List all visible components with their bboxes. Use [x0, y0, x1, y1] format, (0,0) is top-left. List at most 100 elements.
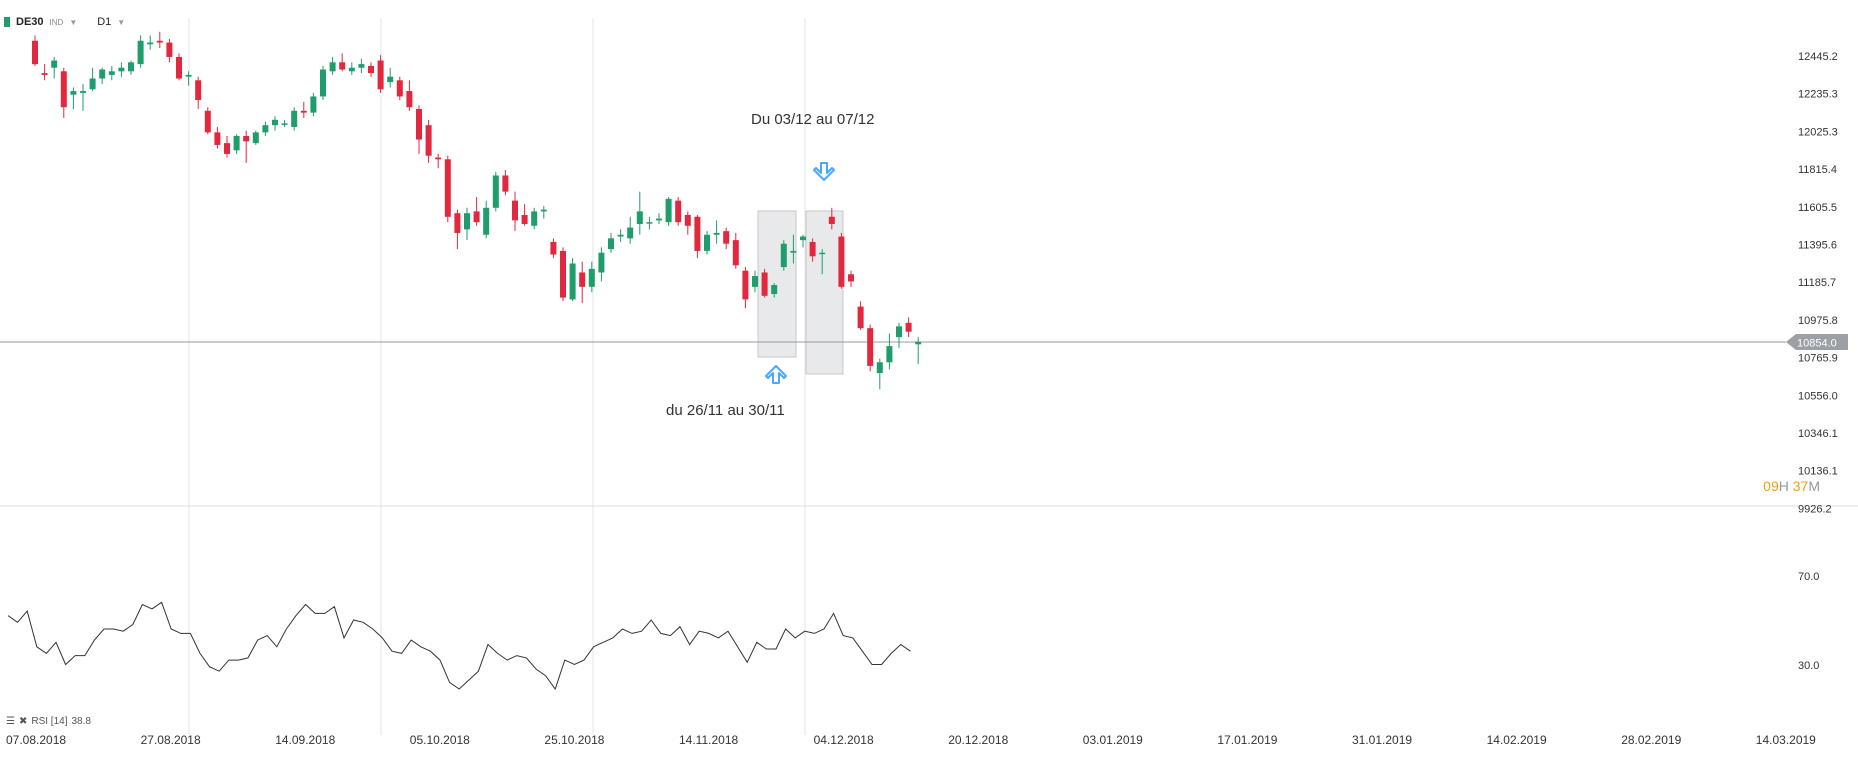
candle-body	[713, 232, 720, 235]
candle	[857, 301, 864, 330]
candle-body	[176, 56, 182, 79]
candle-body	[156, 40, 163, 43]
candle-body	[41, 73, 48, 75]
candle	[512, 191, 518, 232]
candle-body	[204, 110, 211, 133]
candle	[569, 258, 576, 302]
candle	[358, 58, 365, 74]
candle-body	[886, 346, 893, 363]
candle	[406, 80, 413, 111]
candle-body	[262, 125, 269, 133]
candle-body	[809, 241, 816, 257]
candle	[502, 170, 509, 196]
candle-body	[137, 40, 144, 65]
candle	[41, 64, 48, 81]
candle-body	[473, 211, 480, 223]
candle-body	[675, 200, 682, 223]
candle	[608, 232, 614, 253]
candle-body	[185, 74, 192, 77]
price-axis-label: 10346.1	[1798, 428, 1838, 440]
countdown-hours: 09	[1763, 478, 1779, 494]
candle-body	[291, 110, 298, 127]
price-axis-label: 10765.9	[1798, 353, 1838, 365]
rsi-series	[7, 601, 911, 691]
candle-body	[195, 80, 202, 101]
rsi-indicator-label[interactable]: ☰ ✖ RSI [14] 38.8	[6, 716, 91, 727]
candle	[320, 65, 326, 101]
candle	[70, 87, 77, 110]
date-axis-label: 20.12.2018	[948, 733, 1008, 747]
candle-body	[243, 135, 250, 142]
candle	[521, 204, 528, 226]
candle	[531, 207, 538, 230]
candle-body	[435, 157, 442, 160]
current-price-tag: 10854.0	[1786, 334, 1848, 350]
countdown-hours-unit: H	[1778, 478, 1789, 494]
candle	[80, 83, 86, 111]
candle	[473, 197, 480, 226]
price-axis-label: 11185.7	[1798, 277, 1836, 289]
annotation-top: Du 03/12 au 07/12	[751, 111, 874, 128]
candle	[310, 92, 317, 117]
candle-body	[348, 67, 355, 72]
candle	[704, 231, 710, 255]
rsi-name: RSI [14]	[31, 716, 68, 727]
candle-body	[915, 341, 922, 345]
date-axis-label: 03.01.2019	[1083, 733, 1143, 747]
arrow-up-icon	[765, 365, 787, 384]
candle-body	[358, 64, 365, 68]
candle	[588, 261, 595, 293]
candle	[214, 126, 221, 149]
candle	[224, 135, 230, 158]
candle	[387, 67, 394, 88]
price-axis[interactable]: 12445.2 12235.3 12025.3 11815.4 11605.5 11395…	[1798, 51, 1838, 515]
candle	[118, 62, 125, 77]
candle-body	[771, 285, 778, 295]
rsi-line	[7, 601, 911, 691]
candle	[540, 206, 547, 219]
candle	[377, 55, 384, 93]
chevron-down-icon[interactable]: ▼	[69, 17, 78, 27]
price-axis-label: 11815.4	[1798, 164, 1837, 176]
candle-body	[723, 231, 730, 244]
timeframe-selector[interactable]: D1	[97, 16, 112, 28]
annotation-bottom: du 26/11 au 30/11	[666, 402, 785, 419]
candle-body	[761, 272, 768, 296]
candle	[838, 232, 845, 289]
symbol-name[interactable]: DE30	[16, 16, 44, 28]
candle-body	[502, 175, 509, 192]
date-axis[interactable]: 07.08.2018 27.08.2018 14.09.2018 05.10.2018…	[6, 733, 1816, 747]
candle	[108, 65, 115, 81]
candle-body	[800, 236, 806, 241]
candle	[252, 130, 259, 145]
candle-body	[214, 132, 221, 145]
candle	[761, 268, 768, 298]
menu-icon[interactable]: ☰	[6, 716, 15, 727]
rsi-axis-label: 70.0	[1798, 571, 1819, 583]
candle-body	[166, 42, 173, 57]
candle-body	[396, 80, 403, 97]
candle-body	[416, 109, 422, 140]
candle-body	[569, 263, 576, 300]
close-icon[interactable]: ✖	[18, 716, 28, 727]
candle	[368, 62, 374, 77]
candle-body	[128, 62, 134, 72]
candle-body	[828, 216, 835, 224]
candle-body	[147, 42, 154, 45]
price-axis-label: 9926.2	[1798, 503, 1832, 515]
candle	[598, 247, 605, 282]
candle-body	[848, 274, 854, 282]
candle-body	[905, 322, 912, 332]
chevron-down-icon[interactable]: ▼	[117, 17, 126, 27]
candle-body	[425, 125, 432, 156]
candle	[51, 56, 58, 79]
candle-body	[252, 132, 259, 144]
candle-body	[32, 40, 38, 65]
vertical-gridlines	[188, 18, 806, 735]
candle-body	[51, 60, 58, 68]
price-axis-label: 11395.6	[1798, 240, 1837, 252]
price-axis-label: 12025.3	[1798, 126, 1838, 138]
countdown-minutes-unit: M	[1808, 478, 1820, 494]
candle-body	[732, 240, 739, 266]
